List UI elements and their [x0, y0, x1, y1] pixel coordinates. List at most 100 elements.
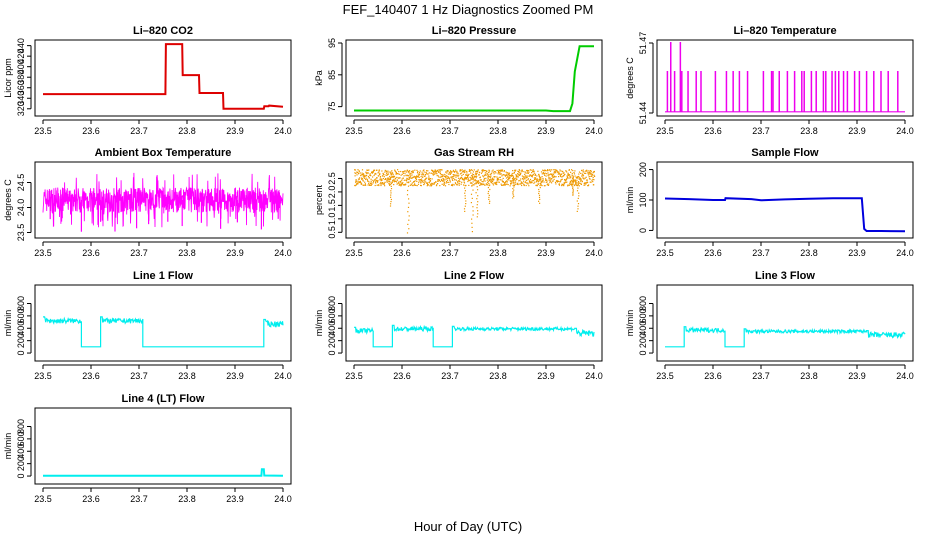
data-point [391, 170, 393, 172]
y-tick-label: 320 [16, 101, 26, 116]
data-point [560, 180, 562, 182]
data-point [356, 174, 358, 176]
data-point [471, 218, 473, 220]
data-point [569, 174, 571, 176]
y-tick-label: 440 [16, 38, 26, 53]
data-point [355, 172, 357, 175]
data-point [572, 180, 575, 182]
data-point [580, 179, 582, 182]
x-tick-label: 23.9 [537, 126, 555, 136]
data-point [524, 171, 526, 173]
data-point [461, 181, 463, 183]
data-point [430, 172, 432, 174]
data-point [433, 170, 436, 172]
data-point [464, 187, 466, 189]
data-point [477, 210, 479, 212]
data-point [505, 180, 507, 183]
data-point [594, 175, 596, 177]
x-tick-label: 23.7 [752, 371, 770, 381]
data-point [515, 181, 517, 183]
data-point [554, 170, 556, 172]
data-point [573, 181, 575, 183]
data-point [543, 185, 545, 187]
data-point [407, 171, 409, 173]
data-point [556, 170, 558, 172]
y-tick-label: 24.0 [16, 199, 26, 217]
data-point [547, 172, 549, 174]
data-point [569, 182, 571, 184]
data-point [463, 177, 466, 179]
data-point [579, 178, 581, 180]
data-point [379, 173, 381, 175]
data-point [471, 222, 473, 224]
data-point [381, 178, 383, 180]
data-point [568, 175, 570, 177]
data-point [455, 176, 457, 178]
data-point [464, 172, 466, 174]
data-point [390, 174, 392, 176]
data-point [578, 175, 580, 178]
data-point [499, 170, 501, 172]
data-point [576, 177, 578, 179]
data-point [523, 184, 525, 187]
data-point [488, 179, 491, 181]
data-point [500, 169, 503, 171]
plot-frame [34, 161, 292, 239]
data-point [500, 170, 502, 172]
x-tick-label: 23.9 [537, 371, 555, 381]
data-point [471, 182, 473, 185]
x-tick-label: 24.0 [896, 248, 914, 258]
data-point [572, 170, 574, 172]
data-point [553, 176, 555, 178]
data-point [361, 169, 364, 171]
data-point [518, 173, 520, 175]
data-point [438, 171, 440, 173]
data-point [458, 184, 460, 186]
y-tick-label: 200 [638, 162, 648, 177]
data-point [470, 179, 472, 181]
data-point [517, 184, 519, 186]
data-point [511, 174, 513, 176]
data-point [404, 172, 406, 174]
data-point [480, 179, 482, 181]
data-point [416, 185, 418, 187]
x-tick-label: 23.8 [800, 248, 818, 258]
data-point [565, 179, 567, 181]
data-point [529, 169, 531, 171]
data-point [563, 182, 565, 184]
data-point [399, 183, 401, 185]
data-point [575, 183, 577, 185]
data-point [555, 183, 557, 185]
data-point [547, 174, 549, 176]
data-point [464, 184, 466, 187]
data-point [417, 176, 419, 178]
data-point [374, 181, 377, 183]
data-point [514, 183, 516, 185]
data-point [577, 203, 580, 205]
data-point [484, 178, 486, 180]
data-point [375, 180, 377, 182]
data-point [500, 183, 502, 185]
data-point [487, 190, 490, 193]
data-point [505, 181, 507, 183]
data-point [589, 170, 592, 172]
plot-frame [345, 161, 603, 239]
plot-frame [656, 39, 914, 117]
data-point [436, 184, 438, 186]
data-point [426, 182, 428, 184]
data-point [475, 182, 477, 184]
data-point [558, 176, 560, 178]
data-point [400, 184, 402, 186]
data-point [489, 173, 491, 176]
data-point [535, 177, 537, 179]
data-point [374, 184, 376, 187]
data-point [592, 176, 594, 178]
data-point [507, 177, 510, 180]
x-tick-label: 23.5 [345, 126, 363, 136]
data-point [423, 183, 426, 185]
data-point [448, 183, 450, 186]
data-point [377, 181, 379, 183]
data-point [492, 169, 494, 171]
data-point [509, 185, 511, 187]
panel-title: Li–820 Pressure [432, 25, 516, 37]
